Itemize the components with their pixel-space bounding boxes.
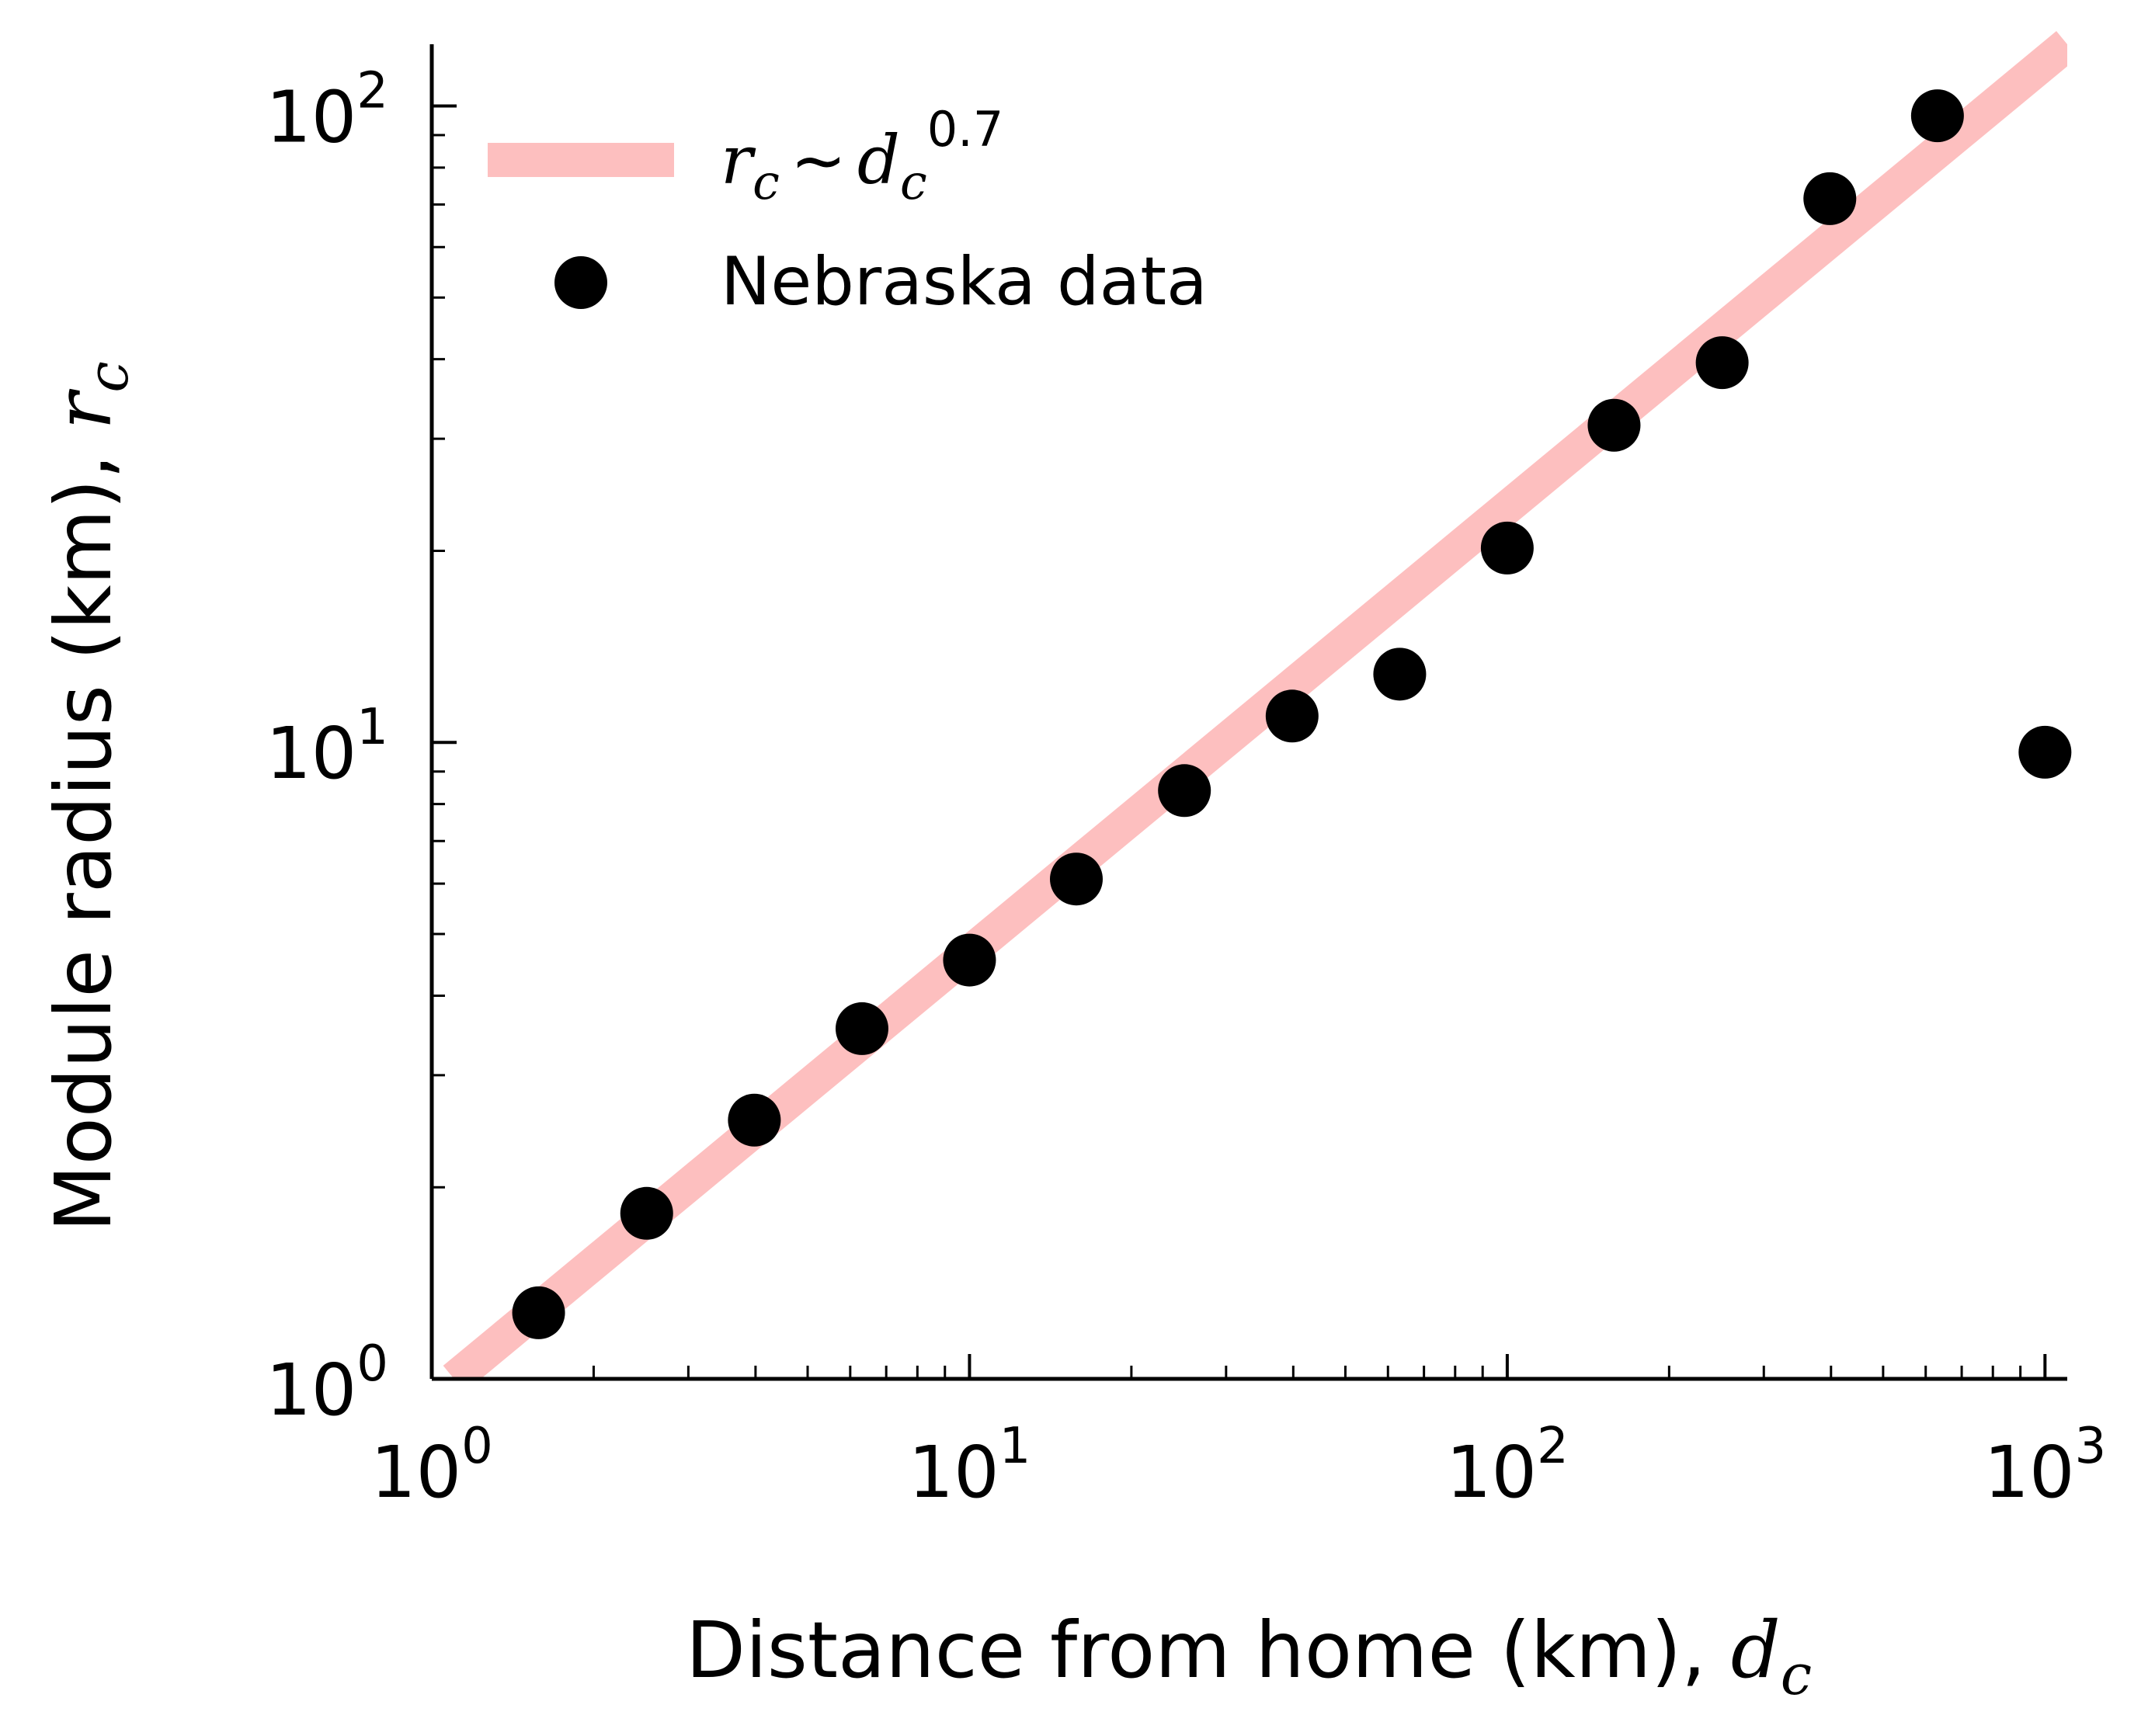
y-tick-label: 100 <box>266 1335 388 1432</box>
data-point <box>1695 336 1749 390</box>
legend: rc ~ dc0.7 Nebraska data <box>488 101 1208 321</box>
legend-fit-label: rc ~ dc0.7 <box>721 101 1003 210</box>
axes <box>429 44 2067 1381</box>
data-point <box>1050 852 1104 906</box>
fit-line-layer <box>443 31 2067 1379</box>
scatter-points-layer <box>512 89 2072 1339</box>
data-point <box>728 1093 781 1147</box>
y-tick-label: 102 <box>266 62 388 158</box>
data-point <box>1480 521 1534 575</box>
legend-scatter-label: Nebraska data <box>721 243 1208 321</box>
fit-line <box>443 31 2067 1379</box>
data-point <box>943 933 996 987</box>
data-point <box>1373 648 1427 701</box>
data-point <box>512 1286 565 1339</box>
y-axis-label: Module radius (km), rc <box>38 361 141 1231</box>
x-tick-label: 100 <box>370 1418 493 1514</box>
y-tick-label: 101 <box>266 699 388 795</box>
data-point <box>1803 172 1857 225</box>
x-tick-label: 103 <box>1983 1418 2106 1514</box>
data-point <box>1587 398 1641 452</box>
data-point <box>1265 689 1319 743</box>
x-tick-label: 101 <box>909 1418 1031 1514</box>
data-point <box>2018 725 2072 779</box>
x-axis-label: Distance from home (km), dc <box>686 1605 1812 1707</box>
x-tick-label: 102 <box>1446 1418 1569 1514</box>
data-point <box>1910 89 1964 143</box>
data-point <box>1158 764 1211 818</box>
data-point <box>620 1186 673 1240</box>
ticks <box>430 104 2047 1380</box>
data-point <box>835 1002 888 1055</box>
legend-scatter-marker <box>554 256 607 309</box>
tick-labels: 100 101 102 103 100 101 102 <box>266 62 2106 1514</box>
